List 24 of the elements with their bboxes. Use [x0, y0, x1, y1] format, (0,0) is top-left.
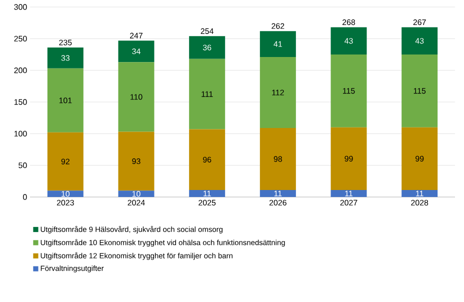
bar — [118, 132, 154, 191]
bar — [330, 127, 367, 190]
bar — [47, 190, 84, 197]
bar — [330, 54, 367, 128]
bar — [189, 58, 226, 130]
bar — [260, 190, 296, 197]
bar — [189, 36, 226, 59]
bar — [260, 57, 296, 128]
bar — [330, 27, 367, 54]
bar — [402, 127, 438, 190]
bar — [47, 48, 84, 68]
bar — [118, 62, 154, 132]
bar — [260, 31, 296, 58]
bar — [189, 129, 226, 190]
bar — [260, 128, 296, 190]
bar — [330, 190, 367, 197]
bar — [402, 190, 438, 197]
bar — [47, 132, 84, 191]
bar — [402, 54, 438, 128]
bar — [47, 68, 84, 132]
bar — [118, 40, 154, 62]
bar — [402, 27, 438, 54]
bar — [118, 190, 154, 197]
bar — [189, 190, 226, 197]
